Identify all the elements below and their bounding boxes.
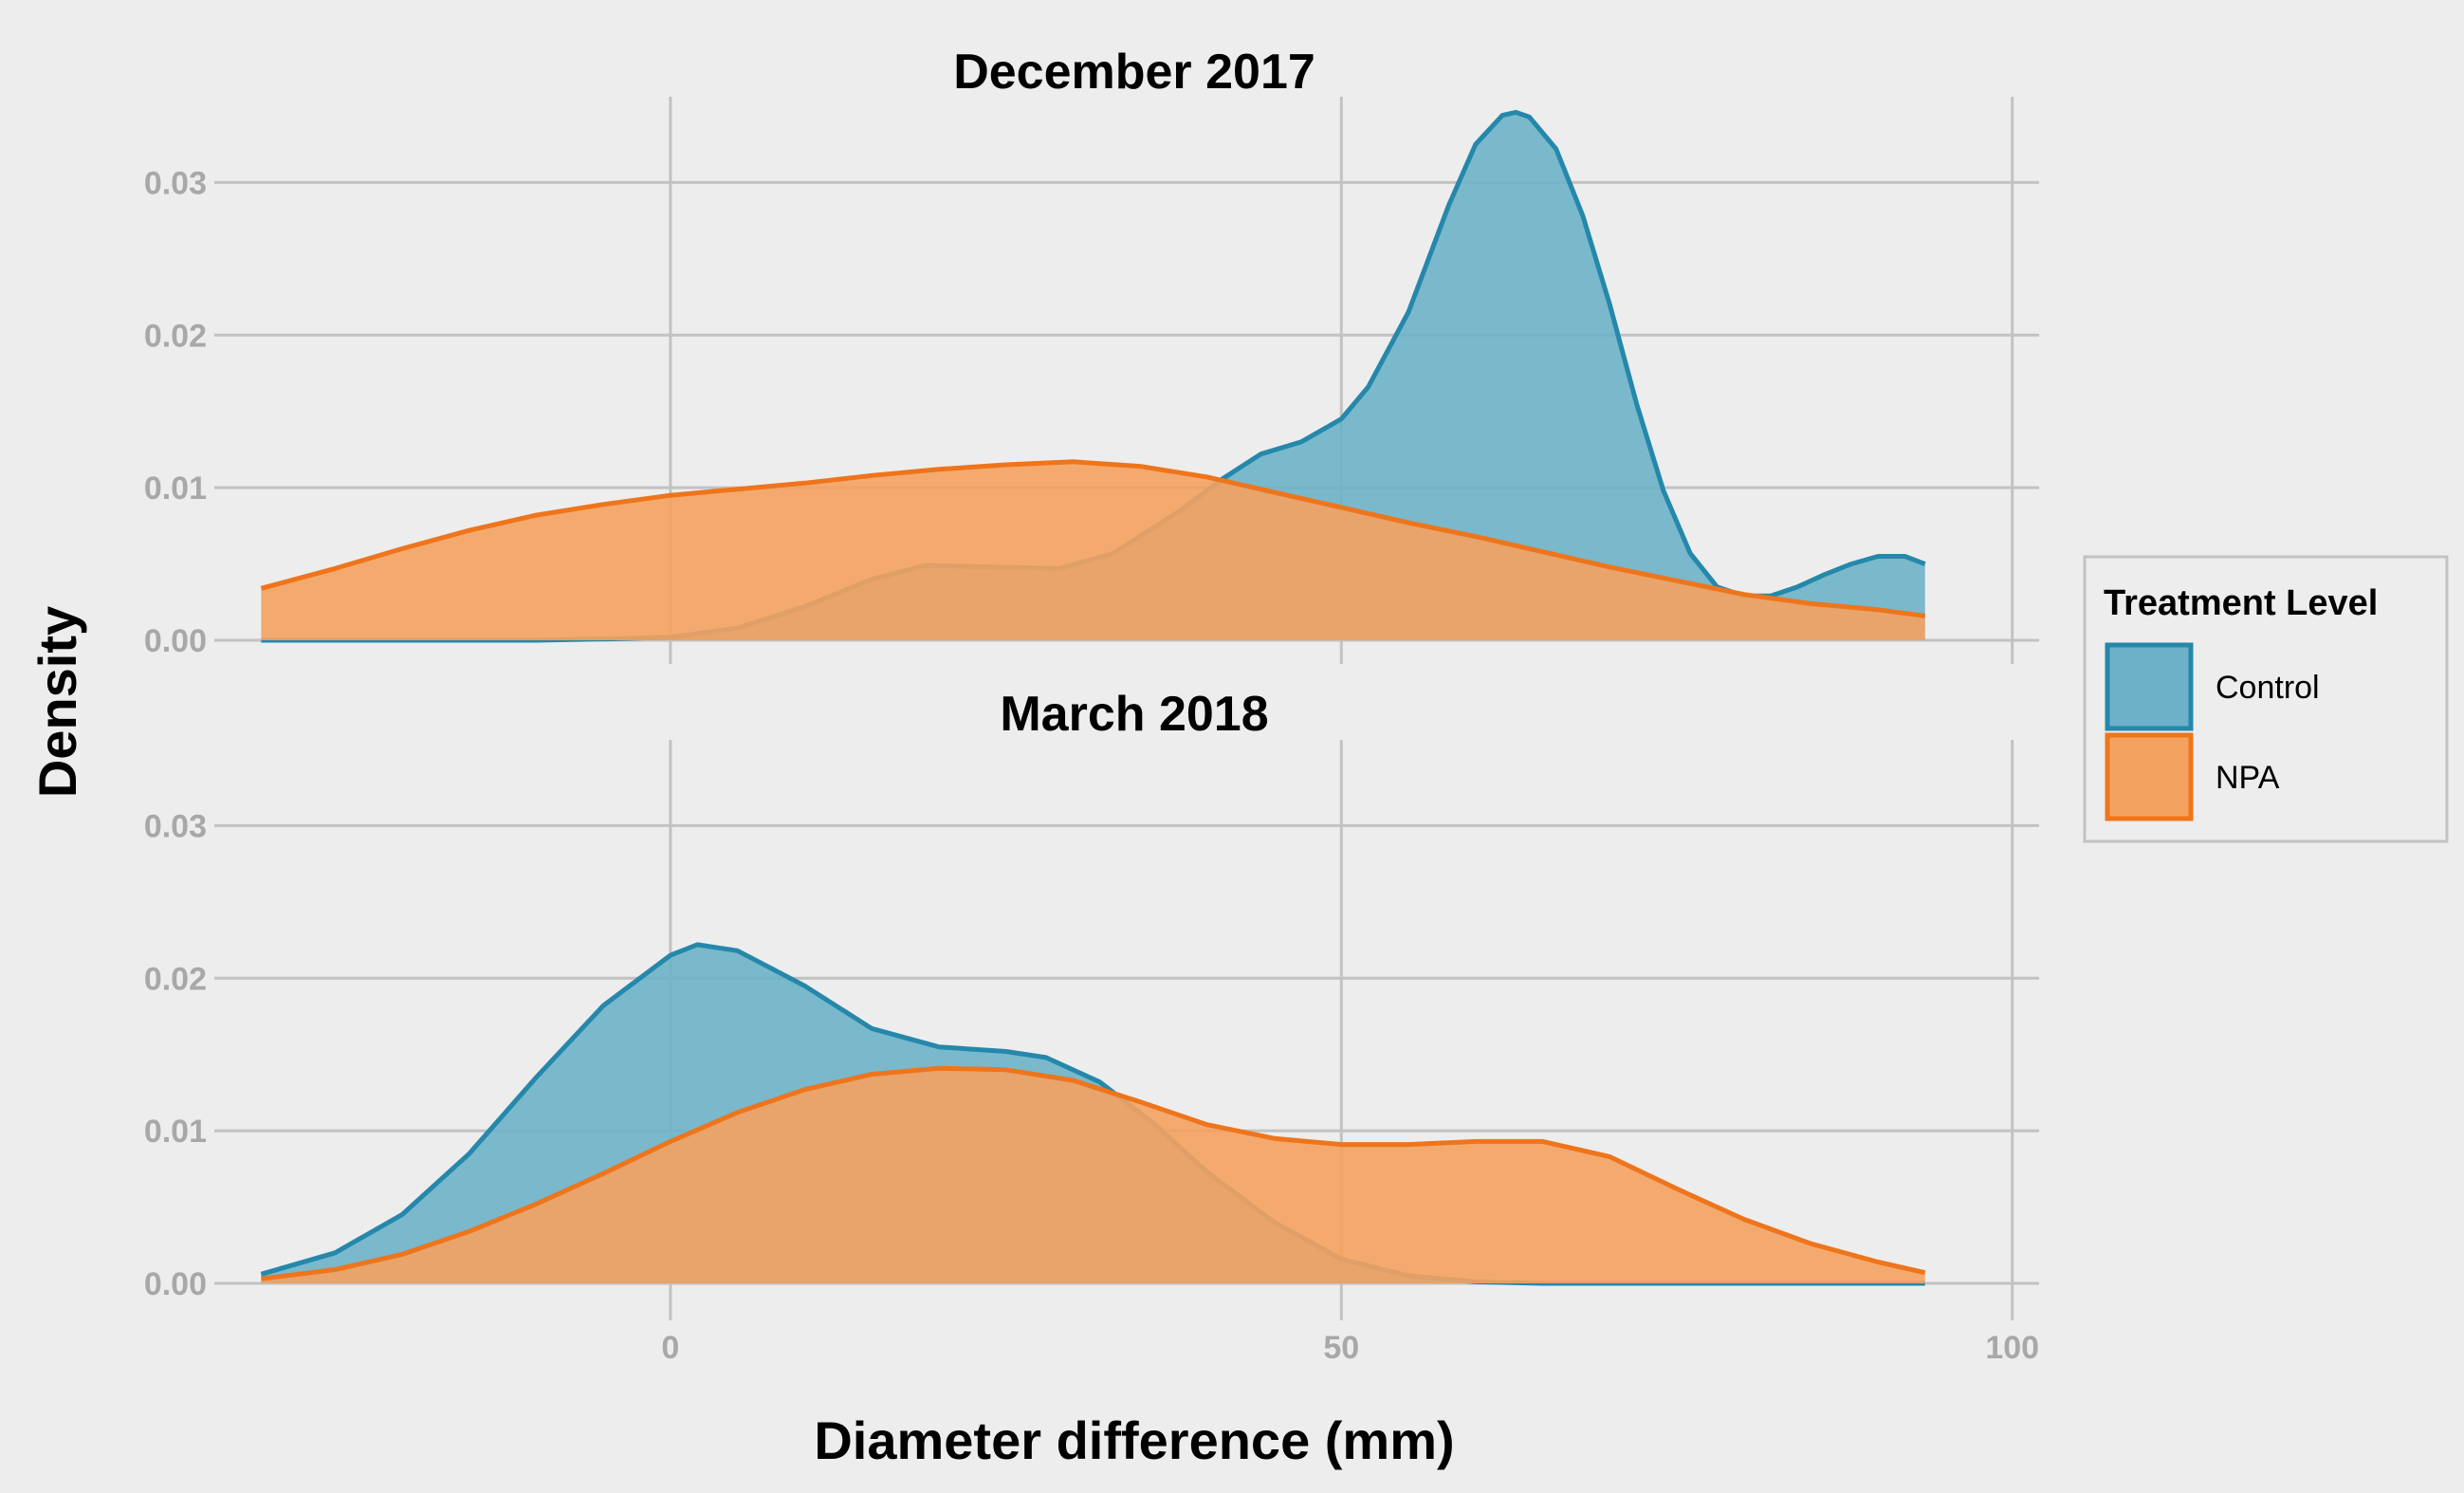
- y-tick-label: 0.02: [144, 961, 207, 997]
- y-tick-label: 0.01: [144, 1114, 207, 1150]
- y-tick-label: 0.01: [144, 470, 207, 507]
- legend-key-npa: [2105, 732, 2194, 821]
- x-tick-label: 0: [661, 1330, 679, 1366]
- x-axis-title: Diameter difference (mm): [814, 1410, 1454, 1470]
- panel-title: December 2017: [953, 45, 1315, 100]
- density-line-npa: [260, 459, 1926, 618]
- panel-march-2018: 0.00 0.01 0.02 0.03 March 2018: [144, 687, 2039, 1307]
- y-tick-label: 0.00: [144, 623, 207, 659]
- x-tick-label: 50: [1323, 1330, 1359, 1366]
- legend-key-control: [2105, 642, 2194, 731]
- legend-label-npa: NPA: [2216, 760, 2280, 796]
- y-tick-label: 0.03: [144, 165, 207, 201]
- x-axis-ticks: 0 50 100: [661, 1307, 2039, 1366]
- y-axis-title: Density: [28, 606, 87, 798]
- x-tick-label: 100: [1985, 1330, 2039, 1366]
- density-area-npa: [261, 1068, 1925, 1283]
- legend-label-control: Control: [2216, 670, 2320, 706]
- panel-december-2017: 0.00 0.01 0.02 0.03 December 2017: [144, 45, 2039, 664]
- legend: Treatment Level Control NPA: [2083, 555, 2449, 843]
- legend-title: Treatment Level: [2104, 583, 2378, 623]
- y-tick-label: 0.03: [144, 808, 207, 844]
- density-area-npa: [261, 461, 1925, 640]
- y-tick-label: 0.02: [144, 318, 207, 354]
- density-area-control: [261, 112, 1925, 640]
- panel-title: March 2018: [1000, 687, 1268, 742]
- density-line-npa: [261, 1065, 1926, 1281]
- y-tick-label: 0.00: [144, 1266, 207, 1302]
